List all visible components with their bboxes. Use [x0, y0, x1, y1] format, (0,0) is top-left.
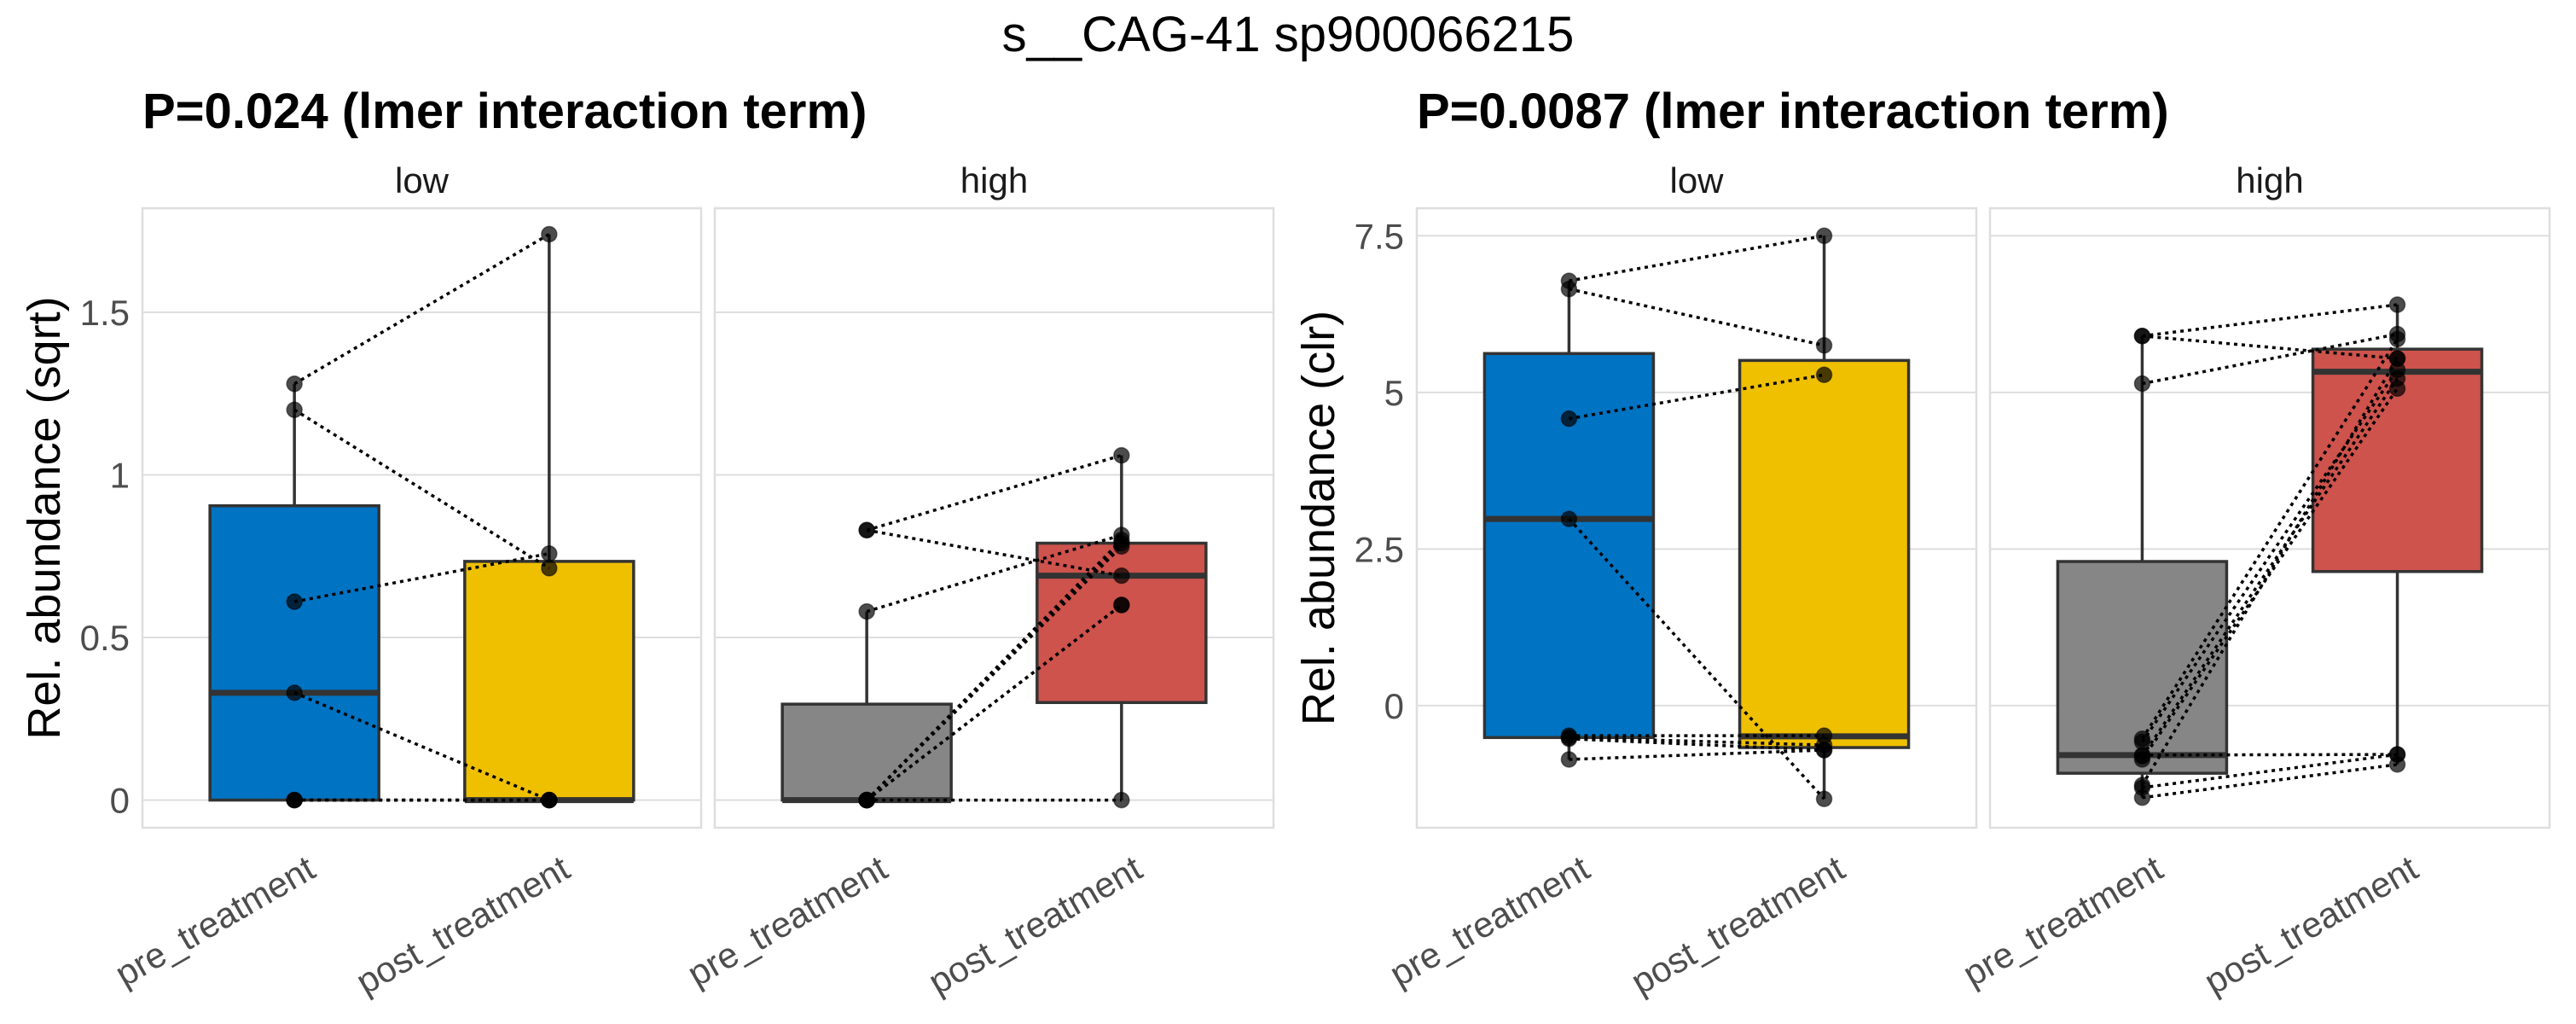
data-point-pre	[2133, 747, 2151, 764]
data-point-post	[541, 560, 558, 577]
data-point-pre	[286, 401, 303, 419]
data-point-pre	[1560, 751, 1578, 768]
y-axis-title: Rel. abundance (sqrt)	[19, 296, 70, 739]
plot-title: P=0.024 (lmer interaction term)	[142, 84, 867, 139]
data-point-pre	[2133, 375, 2151, 393]
paired-line	[866, 533, 1123, 614]
data-point-post	[1815, 337, 1833, 354]
facet-strip-label: high	[960, 160, 1028, 201]
paired-line	[866, 528, 1123, 578]
paired-line	[866, 453, 1123, 532]
data-point-pre	[2133, 789, 2151, 806]
data-point-pre	[286, 791, 303, 809]
data-point-pre	[286, 593, 303, 610]
facet-strip-label: low	[395, 160, 450, 201]
paired-line	[2140, 338, 2399, 740]
paired-line	[865, 545, 1123, 801]
data-point-pre	[858, 791, 875, 809]
box-pre_treatment	[780, 702, 953, 802]
data-point-post	[2388, 330, 2406, 348]
data-point-pre	[1560, 510, 1578, 527]
data-point-post	[2388, 350, 2406, 367]
data-point-post	[1815, 366, 1833, 384]
data-point-pre	[1560, 730, 1578, 748]
box-post_treatment	[1036, 541, 1208, 705]
paired-line	[1568, 517, 1825, 800]
paired-line	[293, 552, 550, 603]
facet-strip-label: low	[1669, 160, 1724, 201]
y-tick-label: 1.5	[80, 293, 130, 333]
data-point-post	[1815, 742, 1833, 759]
y-tick-label: 0	[1384, 686, 1404, 726]
paired-line	[1569, 373, 1825, 421]
y-axis-title: Rel. abundance (clr)	[1293, 311, 1344, 725]
y-tick-label: 1	[110, 456, 130, 496]
data-point-post	[541, 225, 558, 243]
data-point-post	[1113, 567, 1130, 585]
data-point-pre	[286, 375, 303, 393]
data-point-pre	[1560, 280, 1578, 298]
data-point-post	[2388, 296, 2406, 313]
data-point-post	[541, 791, 558, 809]
paired-line	[2140, 358, 2399, 786]
paired-line	[865, 542, 1123, 801]
paired-line	[293, 232, 550, 386]
paired-line	[2142, 332, 2398, 386]
plot-clr: P=0.0087 (lmer interaction term) Rel. ab…	[1293, 84, 2551, 1002]
data-point-post	[1113, 446, 1130, 464]
paired-line	[293, 691, 550, 802]
data-point-pre	[1560, 410, 1578, 428]
data-point-post	[1113, 596, 1130, 614]
data-point-pre	[2133, 328, 2151, 345]
data-point-post	[2388, 756, 2406, 773]
y-tick-label: 0.5	[80, 618, 130, 658]
y-tick-label: 0	[110, 781, 130, 821]
data-point-pre	[858, 602, 875, 620]
y-tick-label: 7.5	[1355, 216, 1404, 256]
paired-line	[1569, 234, 1825, 282]
plot-sqrt: P=0.024 (lmer interaction term) Rel. abu…	[19, 84, 1275, 1002]
data-point-post	[541, 544, 558, 562]
y-tick-label: 5	[1384, 373, 1404, 413]
facet-strip-label: high	[2236, 160, 2303, 201]
data-point-post	[1113, 791, 1130, 809]
data-point-post	[1815, 227, 1833, 245]
paired-line	[2140, 369, 2399, 743]
data-point-post	[1815, 790, 1833, 807]
box-pre_treatment	[208, 503, 380, 802]
box-post_treatment	[463, 560, 635, 802]
data-point-post	[1113, 538, 1130, 556]
plot-title: P=0.0087 (lmer interaction term)	[1417, 84, 2169, 139]
box-post_treatment	[1738, 358, 1911, 749]
data-point-post	[2388, 380, 2406, 398]
y-tick-label: 2.5	[1355, 529, 1404, 569]
figure-title: s__CAG-41 sp900066215	[1002, 7, 1575, 62]
paired-line	[1569, 287, 1825, 347]
data-point-pre	[858, 521, 875, 539]
data-point-pre	[286, 684, 303, 701]
